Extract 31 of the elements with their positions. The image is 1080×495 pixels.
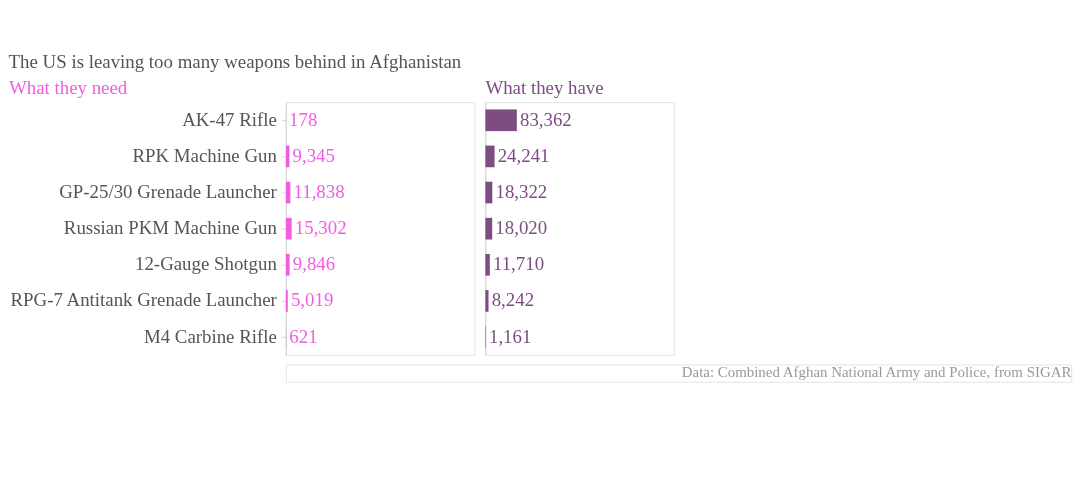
data-label: 18,322 xyxy=(495,181,548,203)
y-tick-label: AK-47 Rifle xyxy=(182,108,277,130)
bar xyxy=(485,181,493,204)
data-label: 5,019 xyxy=(290,289,334,311)
data-label: 1,161 xyxy=(488,325,532,347)
chart-subtitle: What they have xyxy=(485,76,604,98)
data-label: 8,242 xyxy=(491,289,535,311)
data-label: 11,710 xyxy=(492,253,545,275)
bar xyxy=(485,145,495,168)
chart-title: The US is leaving too many weapons behind in Afghanistan xyxy=(8,51,462,73)
data-label: 9,345 xyxy=(292,144,335,166)
y-tick-label: GP-25/30 Grenade Launcher xyxy=(59,181,278,203)
y-tick-label: 12-Gauge Shotgun xyxy=(135,253,278,275)
bar xyxy=(485,290,489,312)
bar xyxy=(485,253,490,276)
y-tick-label: M4 Carbine Rifle xyxy=(143,325,277,347)
bar xyxy=(485,109,517,132)
y-tick-label: RPK Machine Gun xyxy=(132,144,278,166)
data-label: 83,362 xyxy=(519,108,572,130)
text: What they need xyxy=(8,76,128,98)
data-label: 11,838 xyxy=(293,181,345,203)
bar xyxy=(485,217,493,240)
y-tick-label: Russian PKM Machine Gun xyxy=(63,217,278,239)
data-label: 621 xyxy=(289,325,318,347)
data-label: 9,846 xyxy=(292,253,336,275)
text: Data: Combined Afghan National Army and Police, from SIGAR xyxy=(681,364,1072,381)
data-label: 18,020 xyxy=(495,217,548,239)
data-label: 15,302 xyxy=(294,217,347,239)
data-label: 178 xyxy=(289,108,318,130)
y-tick-label: RPG-7 Antitank Grenade Launcher xyxy=(10,289,278,311)
data-label: 24,241 xyxy=(497,144,550,166)
